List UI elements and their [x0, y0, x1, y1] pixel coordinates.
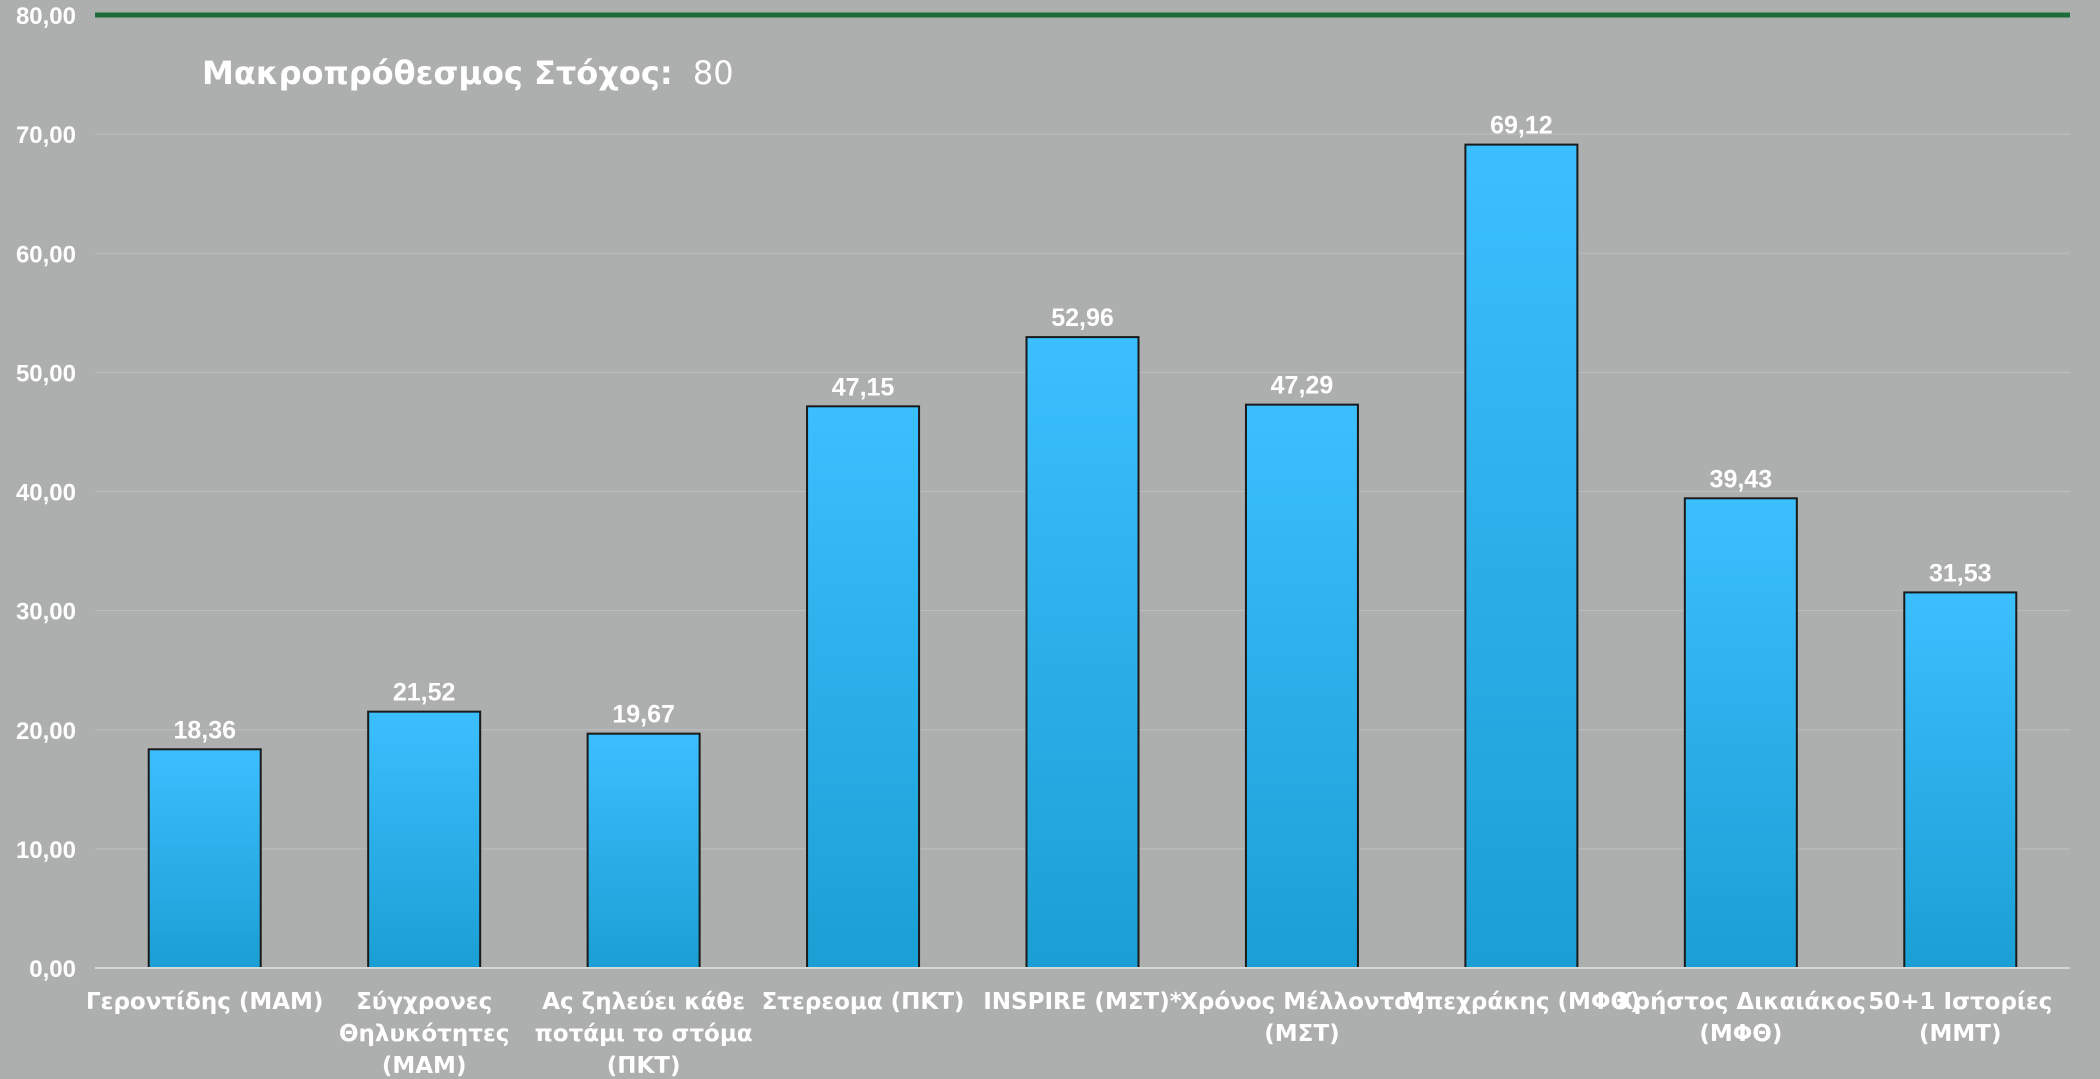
- x-tick-label-line: (ΠΚΤ): [607, 1053, 681, 1079]
- x-tick-label-line: Θηλυκότητες: [339, 1021, 509, 1047]
- x-tick-label: Γεροντίδης (ΜΑΜ): [86, 989, 323, 1015]
- bar: [1903, 591, 2018, 969]
- x-tick-label: Χρόνος Μέλλοντος (ΜΣΤ): [1180, 989, 1424, 1047]
- bar-value-label: 52,96: [1051, 304, 1114, 332]
- bar: [1683, 497, 1798, 969]
- y-tick-label: 30,00: [16, 599, 76, 626]
- x-tick-label-line: Γεροντίδης (ΜΑΜ): [86, 989, 323, 1015]
- target-annotation: Μακροπρόθεσμος Στόχος: 80: [202, 54, 734, 92]
- x-tick-label: Στερεομα (ΠΚΤ): [762, 989, 965, 1015]
- bar: [1464, 143, 1579, 970]
- bar: [806, 405, 921, 969]
- bar: [367, 710, 482, 969]
- y-tick-label: 50,00: [16, 360, 76, 387]
- bars: [147, 143, 2018, 970]
- y-tick-label: 10,00: [16, 837, 76, 864]
- y-tick-label: 80,00: [16, 3, 76, 30]
- x-tick-label: Ας ζηλεύει κάθε ποτάμι το στόμα (ΠΚΤ): [535, 989, 753, 1079]
- x-tick-label-line: ποτάμι το στόμα: [535, 1021, 753, 1047]
- bar-value-label: 47,15: [832, 373, 895, 401]
- bar: [147, 748, 262, 969]
- x-tick-label-line: (ΜΜΤ): [1919, 1021, 2002, 1047]
- target-value: 80: [693, 54, 734, 92]
- bar-value-label: 69,12: [1490, 112, 1553, 140]
- y-tick-label: 0,00: [29, 956, 76, 983]
- y-tick-label: 40,00: [16, 480, 76, 507]
- bar-value-label: 31,53: [1929, 559, 1992, 587]
- y-tick-label: 20,00: [16, 718, 76, 745]
- bar-value-label: 18,36: [173, 716, 236, 744]
- bar-value-label: 21,52: [393, 679, 456, 707]
- bar-value-label: 39,43: [1710, 465, 1773, 493]
- x-tick-label: INSPIRE (ΜΣΤ)*: [983, 989, 1182, 1015]
- y-tick-label: 70,00: [16, 122, 76, 149]
- x-tick-label: 50+1 Ιστορίες (ΜΜΤ): [1868, 989, 2052, 1047]
- target-label: Μακροπρόθεσμος Στόχος:: [202, 54, 673, 92]
- x-tick-label-line: (ΜΣΤ): [1264, 1021, 1339, 1047]
- x-tick-label-line: INSPIRE (ΜΣΤ)*: [983, 989, 1182, 1015]
- x-tick-label-line: 50+1 Ιστορίες: [1868, 989, 2052, 1015]
- x-tick-label-line: (ΜΦΘ): [1699, 1021, 1782, 1047]
- bar-value-label: 47,29: [1271, 372, 1334, 400]
- bar: [586, 732, 701, 970]
- bar: [1025, 336, 1140, 969]
- x-tick-label: Χρήστος Δικαιάκος (ΜΦΘ): [1616, 989, 1866, 1047]
- x-tick-label-line: Σύγχρονες: [356, 989, 492, 1015]
- x-tick-label-line: Μπεχράκης (ΜΦΘ): [1402, 989, 1640, 1015]
- x-tick-label-line: Χρόνος Μέλλοντος: [1180, 989, 1424, 1015]
- x-tick-label-line: (ΜΑΜ): [382, 1053, 467, 1079]
- y-axis-ticks: 0,00 10,00 20,00 30,00 40,00 50,00 60,00 70,00 8…: [16, 3, 76, 983]
- x-axis-categories: Γεροντίδης (ΜΑΜ) Σύγχρονες Θηλυκότητες (ΜΑΜ…: [86, 989, 2052, 1079]
- x-tick-label-line: Ας ζηλεύει κάθε: [542, 989, 745, 1015]
- x-tick-label: Σύγχρονες Θηλυκότητες (ΜΑΜ): [339, 989, 509, 1079]
- y-tick-label: 60,00: [16, 241, 76, 268]
- bar-value-label: 19,67: [612, 701, 675, 729]
- bar: [1244, 403, 1359, 969]
- value-labels: 18,36 21,52 19,67 47,15 52,96 47,29 69,12 39,43…: [173, 112, 1991, 745]
- x-tick-label-line: Στερεομα (ΠΚΤ): [762, 989, 965, 1015]
- x-tick-label-line: Χρήστος Δικαιάκος: [1616, 989, 1866, 1015]
- x-tick-label: Μπεχράκης (ΜΦΘ): [1402, 989, 1640, 1015]
